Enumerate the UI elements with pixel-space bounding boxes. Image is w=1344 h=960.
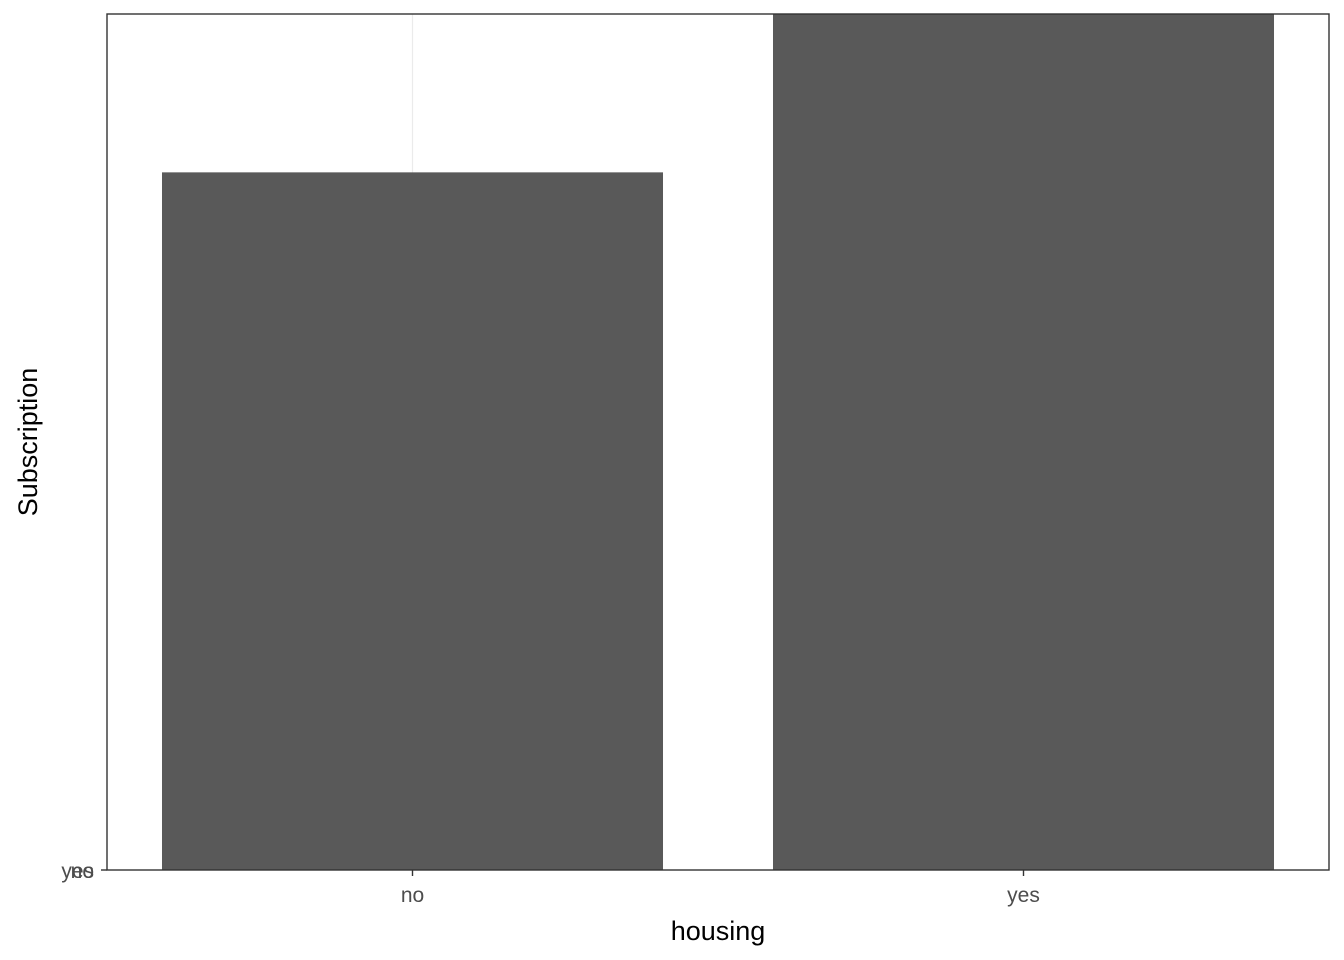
y-tick-label-no: no <box>71 860 94 883</box>
plot-panel-border <box>106 13 1330 871</box>
bar-yes <box>772 14 1275 870</box>
x-axis-title: housing <box>671 916 766 946</box>
y-tick-label-yes: yes <box>61 860 94 883</box>
y-axis-title: Subscription <box>13 368 43 517</box>
x-axis-ticks: no yes <box>401 870 1040 907</box>
x-tick-label-no: no <box>401 884 424 907</box>
x-tick-label-yes: yes <box>1007 884 1040 907</box>
bars-layer <box>161 14 1275 871</box>
bar-no <box>161 172 664 871</box>
